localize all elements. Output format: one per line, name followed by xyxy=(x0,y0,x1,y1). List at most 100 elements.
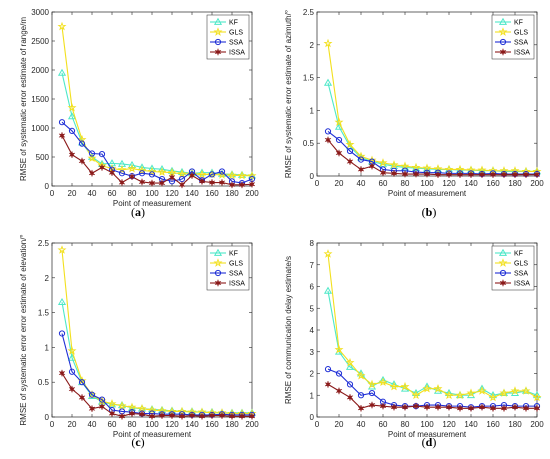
data-point-ssa xyxy=(98,396,106,403)
data-point-kf xyxy=(323,286,333,294)
x-tick-label: 180 xyxy=(225,189,239,198)
data-point-issa xyxy=(445,170,453,179)
y-tick-label: 0.5 xyxy=(38,378,50,387)
panel-caption: (b) xyxy=(422,205,437,219)
legend-label-gls: GLS xyxy=(229,30,243,37)
data-point-issa xyxy=(445,403,453,412)
data-point-issa xyxy=(357,404,365,413)
data-point-issa xyxy=(168,411,176,420)
data-point-issa xyxy=(128,409,136,418)
y-tick-label: 5 xyxy=(310,304,315,313)
data-point-issa xyxy=(248,412,256,421)
data-point-gls xyxy=(411,390,421,400)
data-point-gls xyxy=(107,399,117,408)
series-line-ssa xyxy=(61,121,253,184)
data-point-issa xyxy=(401,169,409,179)
legend-marker-gls xyxy=(213,27,223,36)
data-point-gls xyxy=(499,388,509,397)
data-point-issa xyxy=(108,168,116,177)
data-point-gls xyxy=(334,344,344,354)
data-point-gls xyxy=(400,161,410,170)
data-point-gls xyxy=(127,402,137,412)
legend-marker-issa xyxy=(214,47,222,57)
legend-label-kf: KF xyxy=(229,20,238,27)
data-point-gls xyxy=(389,160,399,169)
x-tick-label: 160 xyxy=(205,189,219,198)
y-tick-label: 1 xyxy=(310,106,315,115)
data-point-issa xyxy=(368,400,376,410)
data-point-issa xyxy=(98,402,106,411)
x-tick-label: 140 xyxy=(185,420,199,429)
y-tick-label: 0.5 xyxy=(303,139,315,148)
legend-marker-kf xyxy=(498,248,508,256)
data-point-kf xyxy=(57,297,67,306)
legend-label-issa: ISSA xyxy=(229,281,245,288)
data-point-issa xyxy=(138,410,146,419)
x-tick-label: 80 xyxy=(401,420,410,429)
x-tick-label: 80 xyxy=(401,179,410,188)
data-point-ssa xyxy=(208,171,216,178)
data-point-issa xyxy=(208,411,216,420)
x-tick-label: 0 xyxy=(315,420,320,429)
data-point-kf xyxy=(345,362,355,370)
chart-panel-4: 0 20 40 60 80 100 120 140 160 180 200 0 1 2 3 4 5 6 7 8 Poin… xyxy=(284,239,544,449)
data-point-gls xyxy=(521,386,531,395)
data-point-issa xyxy=(357,165,365,174)
legend-marker-ssa xyxy=(214,38,222,46)
series-gls xyxy=(57,21,257,180)
y-tick-label: 2500 xyxy=(31,37,49,46)
data-point-issa xyxy=(218,178,226,187)
series-issa xyxy=(58,131,256,190)
x-tick-label: 20 xyxy=(335,420,344,429)
data-point-issa xyxy=(324,380,332,389)
data-point-gls xyxy=(147,405,157,414)
data-point-gls xyxy=(378,377,388,387)
data-point-issa xyxy=(434,403,442,412)
y-tick-label: 1.5 xyxy=(38,309,50,318)
y-tick-label: 3 xyxy=(310,348,315,357)
data-point-issa xyxy=(423,169,431,179)
data-point-issa xyxy=(68,150,76,159)
legend-marker-issa xyxy=(499,278,507,288)
data-point-issa xyxy=(346,157,354,166)
data-point-issa xyxy=(218,411,226,420)
series-issa xyxy=(324,380,541,413)
y-axis-label: RMSE of systematic error estimate of azi… xyxy=(284,10,293,178)
data-point-issa xyxy=(158,178,166,188)
x-tick-label: 40 xyxy=(88,420,97,429)
data-point-issa xyxy=(118,412,126,421)
data-point-issa xyxy=(208,178,216,187)
data-point-gls xyxy=(127,163,137,173)
data-point-gls xyxy=(323,38,333,48)
data-point-ssa xyxy=(324,128,332,135)
data-point-ssa xyxy=(98,151,106,158)
x-axis-label: Point of measurement xyxy=(388,430,467,439)
data-point-issa xyxy=(98,163,106,172)
legend-label-kf: KF xyxy=(514,251,523,258)
data-point-gls xyxy=(117,165,127,174)
data-point-issa xyxy=(511,170,519,179)
data-point-gls xyxy=(411,162,421,172)
data-point-ssa xyxy=(335,370,343,377)
x-axis-label: Point of measurement xyxy=(113,199,192,208)
x-tick-label: 120 xyxy=(165,420,179,429)
data-point-ssa xyxy=(68,368,76,375)
data-point-kf xyxy=(532,391,542,399)
legend: KF GLS SSA ISSA xyxy=(206,245,250,291)
data-point-issa xyxy=(390,169,398,178)
legend: KF GLS SSA ISSA xyxy=(491,245,535,291)
data-point-kf xyxy=(57,68,67,76)
data-point-issa xyxy=(228,412,236,421)
x-tick-label: 100 xyxy=(420,420,434,429)
legend-marker-gls xyxy=(213,258,223,267)
data-point-ssa xyxy=(68,127,76,134)
x-tick-label: 140 xyxy=(464,420,478,429)
y-axis-label: RMSE of systematic error estimate of ran… xyxy=(19,17,28,181)
legend-marker-kf xyxy=(213,248,223,256)
data-point-ssa xyxy=(346,381,354,388)
data-point-ssa xyxy=(58,119,66,126)
data-point-issa xyxy=(412,169,420,179)
data-point-gls xyxy=(237,170,247,180)
data-point-gls xyxy=(334,117,344,127)
panel-caption: (d) xyxy=(422,435,437,449)
